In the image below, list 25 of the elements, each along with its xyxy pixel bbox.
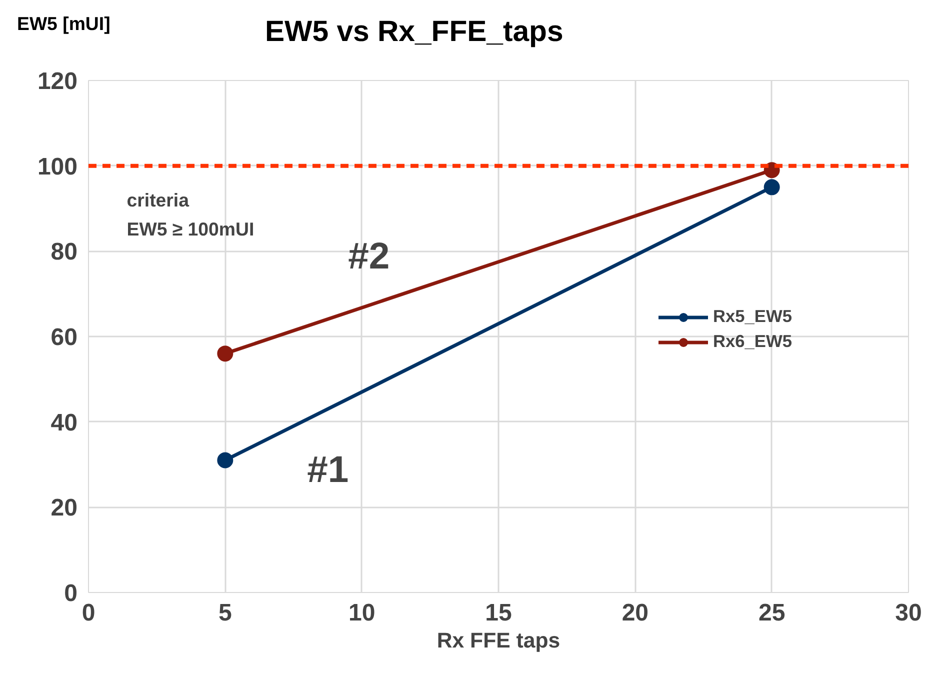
chart-title: EW5 vs Rx_FFE_taps — [265, 14, 564, 50]
point — [217, 346, 234, 362]
y-tick-label: 0 — [64, 580, 78, 607]
x-tick-label: 30 — [895, 600, 922, 626]
y-axis-title: EW5 [mUI] — [17, 12, 110, 36]
point — [217, 452, 234, 468]
x-tick-label: 15 — [485, 600, 512, 626]
x-tick-label: 5 — [218, 600, 232, 626]
x-tick-label: 25 — [758, 600, 786, 626]
ref-line-label: criteria EW5 ≥ 100mUI — [126, 189, 254, 240]
x-tick-label: 20 — [622, 600, 649, 626]
x-axis-title: Rx FFE taps — [436, 628, 560, 652]
annotation: #2 — [348, 234, 390, 276]
y-tick-label: 60 — [50, 324, 78, 351]
y-tick-label: 40 — [50, 409, 78, 436]
y-tick-label: 80 — [50, 238, 78, 266]
x-tick-label: 10 — [348, 600, 376, 626]
y-tick-label: 120 — [37, 68, 78, 95]
x-tick-label: 0 — [82, 600, 96, 626]
y-tick-label: 20 — [50, 494, 78, 522]
annotation: #1 — [307, 448, 349, 490]
legend-label: Rx5_EW5 — [713, 306, 792, 327]
legend-label: Rx6_EW5 — [713, 331, 792, 352]
point — [764, 179, 780, 196]
y-tick-label: 100 — [37, 153, 78, 180]
